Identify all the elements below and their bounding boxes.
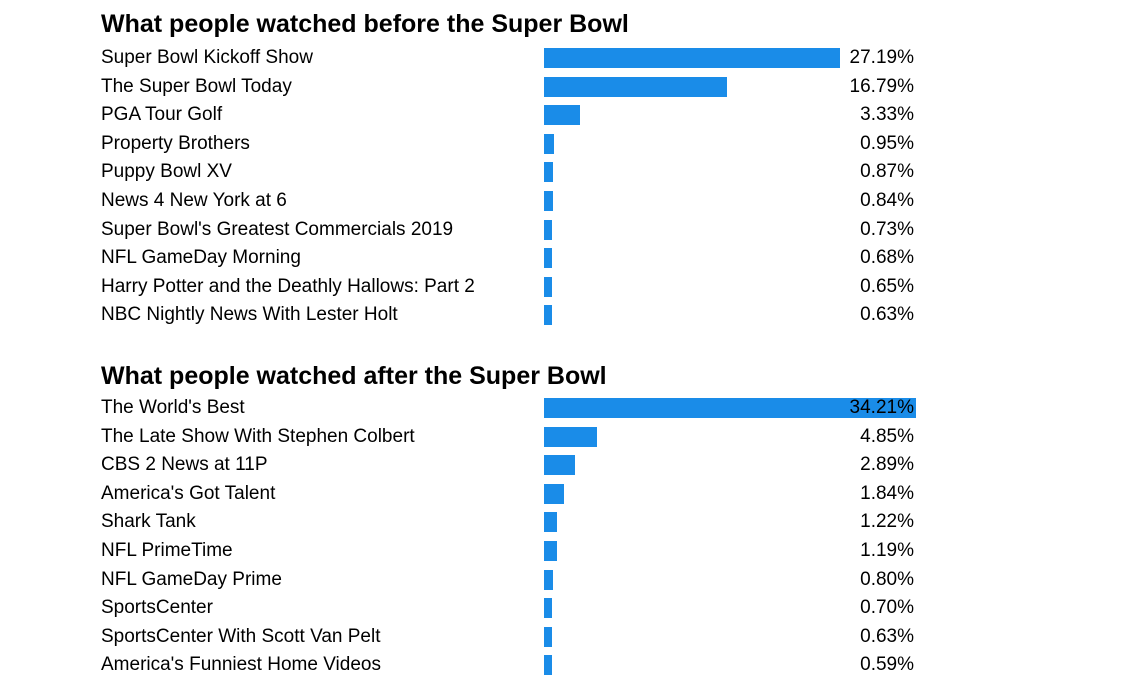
bar — [544, 276, 552, 297]
data-label: 2.89% — [860, 454, 914, 476]
bar-row: NBC Nightly News With Lester Holt 0.63% — [0, 301, 1132, 330]
data-label: 0.63% — [860, 625, 914, 647]
bar-row: NFL GameDay Morning 0.68% — [0, 244, 1132, 273]
category-label: Harry Potter and the Deathly Hallows: Pa… — [101, 275, 475, 297]
category-label: America's Got Talent — [101, 482, 276, 504]
category-label: Puppy Bowl XV — [101, 161, 232, 183]
chart-title: What people watched after the Super Bowl — [101, 362, 607, 390]
bar — [544, 569, 553, 590]
bar — [544, 655, 552, 676]
bar-row: SportsCenter 0.70% — [0, 594, 1132, 623]
bar — [544, 626, 552, 647]
category-label: America's Funniest Home Videos — [101, 654, 381, 676]
data-label: 3.33% — [860, 104, 914, 126]
bar-row: America's Got Talent 1.84% — [0, 480, 1132, 509]
category-label: Shark Tank — [101, 511, 196, 533]
category-label: NFL GameDay Prime — [101, 568, 282, 590]
bar — [544, 305, 552, 326]
chart-title: What people watched before the Super Bow… — [101, 10, 629, 38]
bar — [544, 598, 552, 619]
data-label: 1.22% — [860, 511, 914, 533]
bar — [544, 541, 557, 561]
bar-row: Super Bowl Kickoff Show 27.19% — [0, 44, 1132, 73]
data-label: 4.85% — [860, 425, 914, 447]
bar-row: Super Bowl's Greatest Commercials 2019 0.… — [0, 216, 1132, 245]
bar — [544, 219, 552, 240]
bar-row: America's Funniest Home Videos 0.59% — [0, 651, 1132, 680]
category-label: Property Brothers — [101, 132, 250, 154]
category-label: The Super Bowl Today — [101, 75, 292, 97]
data-label: 16.79% — [849, 75, 914, 97]
data-label: 0.65% — [860, 275, 914, 297]
bar — [544, 248, 552, 269]
bar — [544, 133, 555, 154]
category-label: SportsCenter With Scott Van Pelt — [101, 625, 381, 647]
bar — [544, 105, 581, 126]
category-label: The World's Best — [101, 397, 245, 418]
category-label: PGA Tour Golf — [101, 104, 223, 126]
data-label: 1.19% — [860, 540, 914, 561]
data-label: 0.87% — [860, 161, 914, 183]
bar-row: NFL GameDay Prime 0.80% — [0, 566, 1132, 595]
category-label: NFL GameDay Morning — [101, 247, 301, 269]
category-label: Super Bowl Kickoff Show — [101, 47, 313, 68]
data-label: 27.19% — [849, 47, 914, 68]
bar — [544, 512, 558, 533]
bar-row: News 4 New York at 6 0.84% — [0, 187, 1132, 216]
data-label: 0.95% — [860, 132, 914, 154]
data-label: 0.59% — [860, 654, 914, 676]
bar-row: PGA Tour Golf 3.33% — [0, 101, 1132, 130]
bar — [544, 48, 840, 68]
category-label: Super Bowl's Greatest Commercials 2019 — [101, 218, 454, 240]
bar-row: NFL PrimeTime 1.19% — [0, 537, 1132, 566]
bar — [544, 398, 916, 418]
bar — [544, 76, 727, 97]
bar-row: The World's Best 34.21% — [0, 394, 1132, 423]
bar-row: The Super Bowl Today 16.79% — [0, 73, 1132, 102]
category-label: NFL PrimeTime — [101, 540, 233, 561]
bar-row: Shark Tank 1.22% — [0, 508, 1132, 537]
data-label: 34.21% — [849, 397, 914, 418]
bar-row: CBS 2 News at 11P 2.89% — [0, 451, 1132, 480]
data-label: 0.84% — [860, 190, 914, 211]
bar — [544, 191, 554, 211]
bar — [544, 426, 597, 447]
data-label: 1.84% — [860, 482, 914, 504]
bar-row: Property Brothers 0.95% — [0, 130, 1132, 159]
bar-row: SportsCenter With Scott Van Pelt 0.63% — [0, 623, 1132, 652]
bar — [544, 483, 564, 504]
data-label: 0.70% — [860, 597, 914, 619]
bar-row: Puppy Bowl XV 0.87% — [0, 158, 1132, 187]
data-label: 0.73% — [860, 218, 914, 240]
category-label: News 4 New York at 6 — [101, 190, 287, 211]
category-label: CBS 2 News at 11P — [101, 454, 268, 476]
category-label: SportsCenter — [101, 597, 213, 619]
category-label: NBC Nightly News With Lester Holt — [101, 304, 398, 326]
data-label: 0.63% — [860, 304, 914, 326]
bar-row: The Late Show With Stephen Colbert 4.85% — [0, 423, 1132, 452]
category-label: The Late Show With Stephen Colbert — [101, 425, 415, 447]
bar — [544, 162, 554, 183]
data-label: 0.80% — [860, 568, 914, 590]
bar — [544, 455, 576, 476]
data-label: 0.68% — [860, 247, 914, 269]
bar-row: Harry Potter and the Deathly Hallows: Pa… — [0, 273, 1132, 302]
